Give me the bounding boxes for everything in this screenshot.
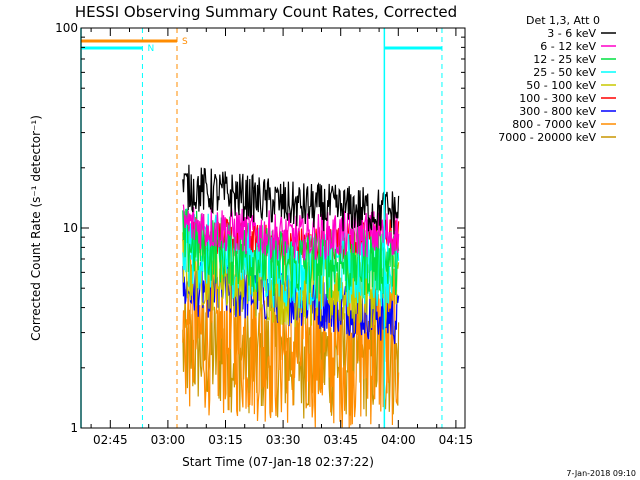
x-tick-label: 04:00 <box>381 433 416 447</box>
chart-title: HESSI Observing Summary Count Rates, Cor… <box>75 3 457 21</box>
y-tick-label: 10 <box>63 221 78 235</box>
x-tick-label: 03:30 <box>266 433 301 447</box>
x-axis-label: Start Time (07-Jan-18 02:37:22) <box>182 455 374 469</box>
legend-entry-label: 12 - 25 keV <box>533 53 596 66</box>
y-tick-label: 100 <box>55 21 78 35</box>
x-tick-label: 02:45 <box>93 433 128 447</box>
saa-label: S <box>182 37 188 47</box>
series-6-12-kev-line <box>182 204 400 261</box>
legend-entry-label: 100 - 300 keV <box>519 92 596 105</box>
legend-entry-label: 800 - 7000 keV <box>512 118 596 131</box>
x-tick-label: 03:00 <box>151 433 186 447</box>
legend-header: Det 1,3, Att 0 <box>526 14 600 27</box>
x-tick-label: 03:45 <box>323 433 358 447</box>
series-3-6-kev-line <box>182 164 400 235</box>
y-tick-label: 1 <box>70 421 78 435</box>
legend-entry-label: 25 - 50 keV <box>533 66 596 79</box>
legend-entry-label: 300 - 800 keV <box>519 105 596 118</box>
legend-entry-label: 3 - 6 keV <box>547 27 596 40</box>
legend-entry-label: 7000 - 20000 keV <box>498 131 596 144</box>
night-label: N <box>147 44 154 54</box>
data-layer <box>182 164 400 428</box>
legend-entry-label: 6 - 12 keV <box>540 40 596 53</box>
footer-timestamp: 7-Jan-2018 09:10 <box>566 469 636 478</box>
y-axis-label: Corrected Count Rate (s⁻¹ detector⁻¹) <box>29 115 43 341</box>
x-tick-label: 03:15 <box>208 433 243 447</box>
axis-layer: 02:45 03:00 03:15 03:30 03:45 04:00 04:15 1 10 10… <box>55 21 473 447</box>
legend-entry-label: 50 - 100 keV <box>526 79 596 92</box>
x-tick-label: 04:15 <box>439 433 474 447</box>
